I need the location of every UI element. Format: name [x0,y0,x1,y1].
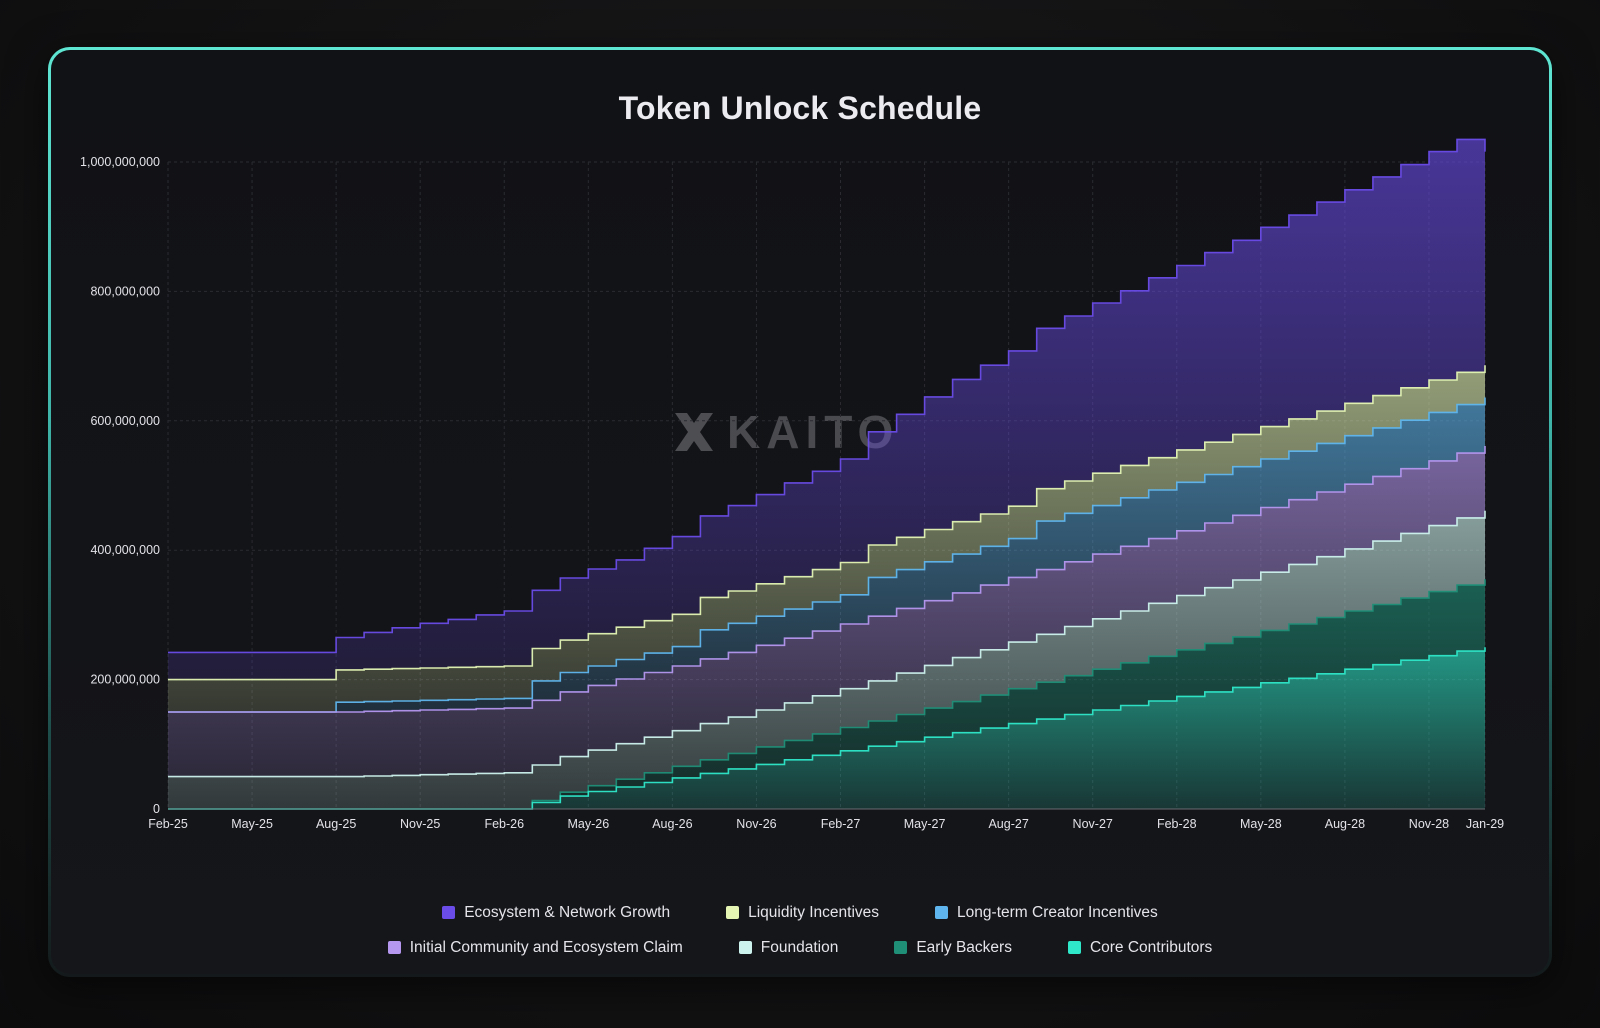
x-tick-label: Aug-26 [652,817,692,831]
legend-label: Long-term Creator Incentives [957,903,1158,921]
area-series [168,138,1486,810]
kaito-logo-icon [675,413,713,451]
area-ecosystem-network-growth [168,139,1485,680]
area-core-contributors [168,647,1485,809]
legend-label: Liquidity Incentives [748,903,880,921]
legend-row-1: Ecosystem & Network Growth Liquidity Ince… [51,895,1549,930]
x-tick-label: May-26 [567,817,609,831]
legend-label: Foundation [760,938,839,956]
x-tick-label: May-27 [904,817,946,831]
chart-card: Token Unlock Schedule KAITO 0 200,000,000… [48,47,1552,977]
x-tick-label: Nov-26 [736,817,776,831]
y-tick-label: 0 [153,802,160,816]
legend-label: Initial Community and Ecosystem Claim [409,938,683,956]
line-liquidity-incentives [168,365,1486,681]
stacked-area-chart: 0 200,000,000 400,000,000 600,000,000 800,00… [80,138,1504,831]
x-tick-label: Nov-28 [1409,817,1449,831]
chart-card-inner: Token Unlock Schedule KAITO 0 200,000,000… [51,50,1549,974]
legend-item-early-backers[interactable]: Early Backers [894,939,1012,957]
legend-item-initial-community-and-ecosystem-claim[interactable]: Initial Community and Ecosystem Claim [387,938,683,957]
x-tick-label: Feb-27 [821,817,861,831]
line-ecosystem-network-growth [168,138,1486,654]
x-tick-label: Feb-28 [1157,817,1197,831]
legend-swatch [726,906,740,919]
area-initial-community-and-ecosystem-claim [168,446,1485,777]
x-tick-label: Feb-25 [148,817,188,831]
legend-item-liquidity-incentives[interactable]: Liquidity Incentives [726,904,879,922]
x-tick-label: Aug-27 [988,817,1028,831]
legend-item-foundation[interactable]: Foundation [738,938,839,957]
x-tick-label: Aug-28 [1325,817,1365,831]
legend-label: Core Contributors [1089,938,1213,956]
y-tick-label: 800,000,000 [90,284,160,298]
kaito-watermark: KAITO [671,405,899,459]
chart-legend: Ecosystem & Network Growth Liquidity Ince… [51,895,1549,965]
legend-swatch [1067,941,1081,954]
line-core-contributors [168,647,1486,810]
legend-label: Ecosystem & Network Growth [464,903,671,921]
legend-swatch [935,906,949,919]
area-foundation [168,510,1485,809]
line-foundation [168,510,1486,778]
watermark-text: KAITO [727,406,900,458]
legend-item-core-contributors[interactable]: Core Contributors [1067,938,1213,957]
axes: 0 200,000,000 400,000,000 600,000,000 800,00… [80,155,1504,831]
legend-item-long-term-creator-incentives[interactable]: Long-term Creator Incentives [935,904,1158,922]
legend-swatch [387,941,401,954]
x-tick-label: Aug-25 [316,817,356,831]
line-long-term-creator-incentives [168,397,1486,713]
legend-swatch [894,941,908,954]
y-tick-label: 1,000,000,000 [80,155,160,169]
y-tick-label: 400,000,000 [90,543,160,557]
legend-label: Early Backers [916,938,1012,956]
chart-title: Token Unlock Schedule [618,90,982,126]
x-tick-label: May-28 [1240,817,1282,831]
legend-row-2: Initial Community and Ecosystem Claim Fou… [51,930,1549,965]
legend-swatch [738,941,752,954]
line-initial-community-and-ecosystem-claim [168,446,1486,713]
y-tick-label: 600,000,000 [90,414,160,428]
x-tick-label: Nov-25 [400,817,440,831]
x-tick-label: May-25 [231,817,273,831]
legend-item-ecosystem-network-growth[interactable]: Ecosystem & Network Growth [442,904,670,922]
x-tick-label: Jan-29 [1466,817,1504,831]
y-tick-label: 200,000,000 [90,673,160,687]
x-tick-label: Nov-27 [1073,817,1113,831]
legend-swatch [442,906,456,919]
x-tick-label: Feb-26 [484,817,524,831]
